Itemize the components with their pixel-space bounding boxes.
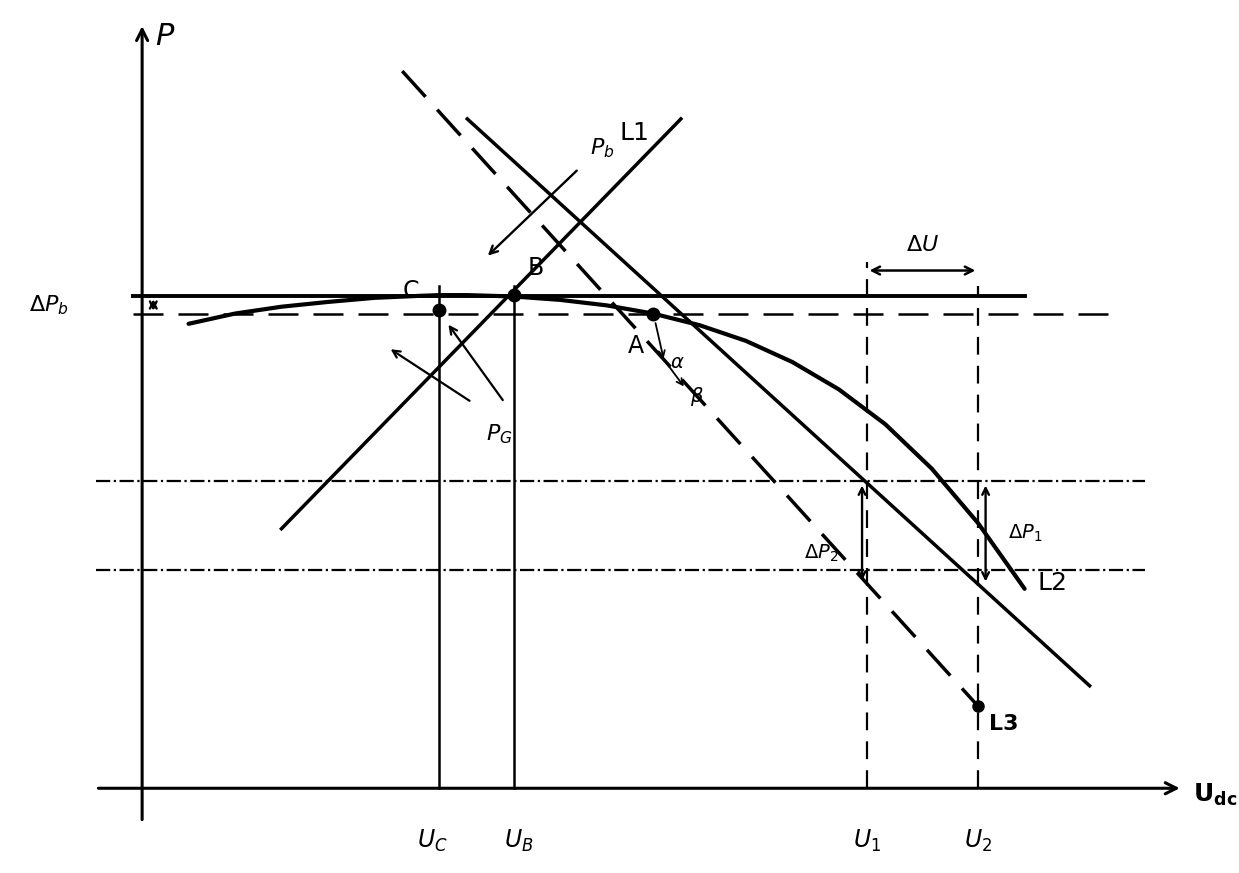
Text: $\beta$: $\beta$ [690, 385, 704, 409]
Text: A: A [628, 334, 644, 358]
Text: L3: L3 [989, 714, 1018, 734]
Text: L1: L1 [620, 120, 649, 145]
Text: $U_2$: $U_2$ [964, 828, 992, 854]
Text: $P$: $P$ [155, 23, 176, 52]
Text: $U_B$: $U_B$ [503, 828, 533, 854]
Text: B: B [528, 256, 544, 280]
Text: $\mathbf{U_{dc}}$: $\mathbf{U_{dc}}$ [1193, 782, 1238, 808]
Text: $U_C$: $U_C$ [416, 828, 447, 854]
Text: C: C [403, 279, 419, 303]
Text: $\Delta P_1$: $\Delta P_1$ [1007, 523, 1042, 544]
Text: $\alpha$: $\alpha$ [670, 354, 684, 372]
Text: $\Delta P_2$: $\Delta P_2$ [804, 543, 839, 564]
Text: $P_G$: $P_G$ [487, 423, 513, 446]
Text: $\Delta U$: $\Delta U$ [906, 236, 939, 256]
Text: L2: L2 [1037, 571, 1068, 595]
Text: $\Delta P_b$: $\Delta P_b$ [30, 293, 69, 317]
Text: $U_1$: $U_1$ [852, 828, 881, 854]
Text: $P_b$: $P_b$ [590, 136, 615, 160]
